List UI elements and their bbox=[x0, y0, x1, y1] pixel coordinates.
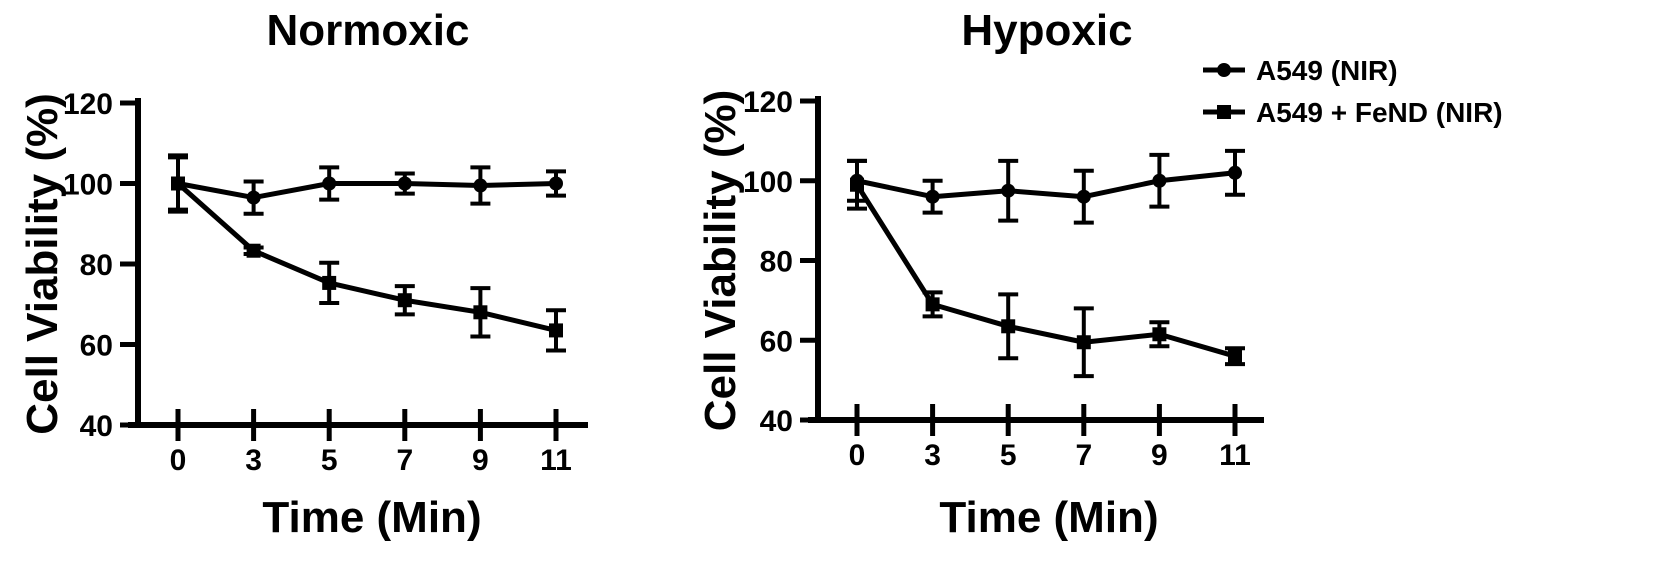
y-tick-label: 60 bbox=[80, 330, 113, 363]
series-line bbox=[176, 181, 557, 333]
series-a549-fend-nir bbox=[168, 155, 566, 353]
series-a549-nir bbox=[168, 153, 566, 216]
y-axis-label: Cell Viability (%) bbox=[18, 93, 67, 435]
y-tick-label: 40 bbox=[80, 410, 113, 443]
normoxic-panel: Normoxic 40 60 80 100 120 0 3 5 7 9 11 Time (Min) Cel… bbox=[18, 6, 588, 542]
data-point-square bbox=[1228, 349, 1242, 364]
y-tick-label: 40 bbox=[760, 405, 793, 438]
data-point-circle bbox=[473, 178, 488, 193]
x-axis-label: Time (Min) bbox=[939, 493, 1158, 542]
data-point-circle bbox=[397, 176, 412, 191]
data-point-circle bbox=[1001, 183, 1016, 198]
x-tick-label: 3 bbox=[924, 439, 941, 472]
data-point-square bbox=[246, 243, 261, 258]
legend-label: A549 + FeND (NIR) bbox=[1256, 97, 1503, 128]
y-tick-label: 100 bbox=[743, 166, 793, 199]
x-tick-label: 5 bbox=[1000, 439, 1017, 472]
hypoxic-panel: Hypoxic 40 60 80 100 120 0 3 5 7 9 11 Time (Min) Cell… bbox=[696, 6, 1264, 542]
data-point-circle bbox=[1152, 173, 1167, 188]
data-point-square bbox=[397, 293, 412, 308]
series-a549-nir bbox=[847, 148, 1245, 225]
legend-marker-circle bbox=[1217, 63, 1231, 77]
legend-entry: A549 + FeND (NIR) bbox=[1203, 97, 1503, 128]
legend-entry: A549 (NIR) bbox=[1203, 55, 1398, 86]
legend: A549 (NIR) A549 + FeND (NIR) bbox=[1203, 55, 1503, 128]
x-tick-label: 7 bbox=[396, 444, 413, 477]
y-tick-label: 60 bbox=[760, 325, 793, 358]
chart-title: Hypoxic bbox=[961, 6, 1132, 55]
x-tick-label: 0 bbox=[849, 439, 866, 472]
series-line bbox=[177, 181, 557, 201]
data-point-square bbox=[850, 177, 864, 192]
data-point-square bbox=[171, 176, 185, 191]
data-point-square bbox=[473, 305, 488, 320]
data-point-square bbox=[322, 275, 337, 290]
y-tick-label: 120 bbox=[743, 86, 793, 119]
data-point-circle bbox=[1228, 165, 1242, 180]
series-line bbox=[854, 183, 1236, 359]
x-tick-label: 9 bbox=[472, 444, 489, 477]
series-line bbox=[856, 170, 1236, 200]
x-tick-label: 9 bbox=[1151, 439, 1168, 472]
x-tick-label: 7 bbox=[1075, 439, 1092, 472]
x-axis-label: Time (Min) bbox=[262, 493, 481, 542]
x-tick-label: 5 bbox=[321, 444, 338, 477]
x-tick-label: 3 bbox=[245, 444, 262, 477]
data-point-square bbox=[1076, 335, 1091, 350]
data-point-square bbox=[1152, 327, 1167, 342]
data-point-circle bbox=[1076, 189, 1091, 204]
data-point-square bbox=[549, 323, 563, 338]
chart-title: Normoxic bbox=[267, 6, 470, 55]
y-tick-label: 120 bbox=[63, 88, 113, 121]
y-axis-label: Cell Viability (%) bbox=[696, 90, 745, 432]
legend-marker-square bbox=[1217, 105, 1231, 119]
legend-label: A549 (NIR) bbox=[1256, 55, 1398, 86]
y-tick-label: 80 bbox=[80, 249, 113, 282]
data-point-circle bbox=[246, 190, 261, 205]
x-tick-label: 11 bbox=[1219, 439, 1251, 472]
data-point-square bbox=[925, 297, 940, 312]
data-point-circle bbox=[549, 176, 563, 191]
y-tick-label: 80 bbox=[760, 246, 793, 279]
x-tick-label: 0 bbox=[170, 444, 187, 477]
x-tick-label: 11 bbox=[540, 444, 572, 477]
data-point-circle bbox=[925, 189, 940, 204]
data-point-square bbox=[1001, 319, 1016, 334]
series-a549-fend-nir bbox=[847, 158, 1245, 379]
data-point-circle bbox=[322, 176, 337, 191]
y-tick-label: 100 bbox=[63, 169, 113, 202]
